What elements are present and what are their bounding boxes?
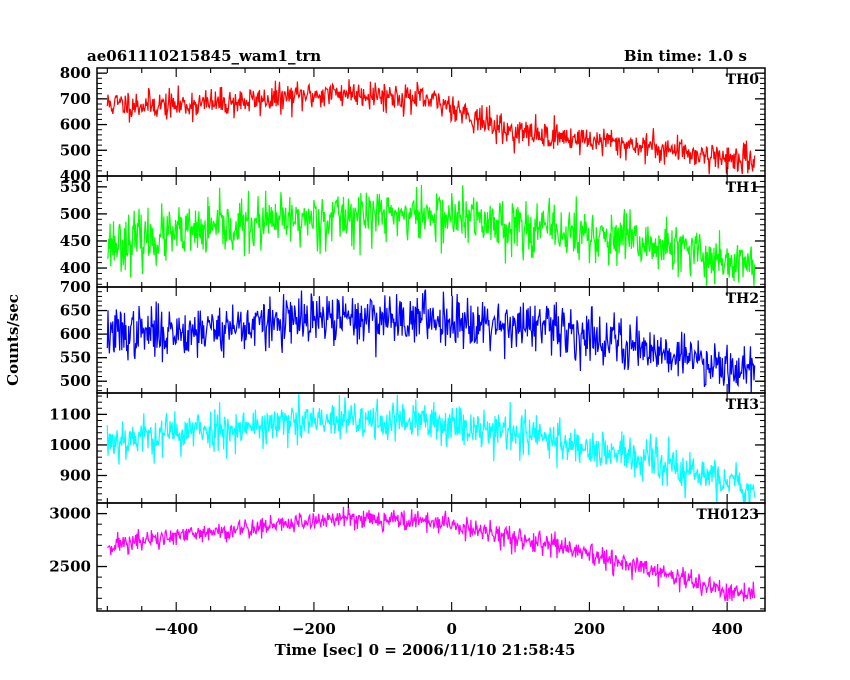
panel-label: TH2 <box>726 291 759 307</box>
y-tick-label: 600 <box>60 325 91 343</box>
panel-frame <box>96 502 766 612</box>
y-tick-label: 500 <box>60 141 91 159</box>
panel-label: TH3 <box>726 397 759 413</box>
y-tick-label: 500 <box>60 372 91 390</box>
x-tick-label: −200 <box>292 620 336 638</box>
y-tick-label: 550 <box>60 178 91 196</box>
series-line-th0123 <box>107 506 756 602</box>
series-line-th1 <box>106 184 756 286</box>
bin-time-label: Bin time: 1.0 s <box>624 47 747 65</box>
x-tick-label: 0 <box>446 620 456 638</box>
y-tick-label: 700 <box>60 278 91 296</box>
panel-label: TH0123 <box>696 507 759 523</box>
x-axis-label: Time [sec] 0 = 2006/11/10 21:58:45 <box>275 641 576 659</box>
y-tick-label: 500 <box>60 205 91 223</box>
panel-th0: 400 500 600 700 800 TH0 <box>60 64 766 185</box>
series-line-th0 <box>106 79 756 175</box>
y-tick-label: 650 <box>60 302 91 320</box>
panel-th0123: 2500 3000 TH0123 <box>49 502 766 612</box>
y-tick-label: 800 <box>60 64 91 82</box>
y-tick-label: 400 <box>60 167 91 185</box>
panels-group: 400 500 600 700 800 TH0 400 450 500 550 TH1 500 550 6… <box>49 64 766 612</box>
panel-th1: 400 450 500 550 TH1 <box>60 175 766 288</box>
y-tick-label: 2500 <box>49 558 91 576</box>
chart-title: ae061110215845_wam1_trn <box>87 47 321 65</box>
series-line-th2 <box>106 289 756 393</box>
x-tick-label: 400 <box>711 620 742 638</box>
x-tick-label: −400 <box>154 620 198 638</box>
panel-label: TH0 <box>726 72 760 88</box>
y-tick-label: 3000 <box>49 505 91 523</box>
x-axis: −400 −200 0 200 400 <box>154 620 743 638</box>
y-tick-label: 450 <box>60 232 91 250</box>
panel-th3: 900 1000 1100 TH3 <box>49 392 766 504</box>
panel-frame <box>96 392 766 504</box>
y-tick-label: 1000 <box>49 436 91 454</box>
y-tick-label: 600 <box>60 116 91 134</box>
x-tick-label: 200 <box>574 620 605 638</box>
y-tick-label: 700 <box>60 90 91 108</box>
y-tick-label: 900 <box>60 467 91 485</box>
y-tick-label: 1100 <box>49 405 91 423</box>
y-tick-label: 550 <box>60 349 91 367</box>
panel-label: TH1 <box>726 180 759 196</box>
panel-th2: 500 550 600 650 700 TH2 <box>60 278 766 394</box>
series-line-th3 <box>106 393 756 503</box>
y-axis-label: Counts/sec <box>4 294 22 386</box>
y-tick-label: 400 <box>60 259 91 277</box>
